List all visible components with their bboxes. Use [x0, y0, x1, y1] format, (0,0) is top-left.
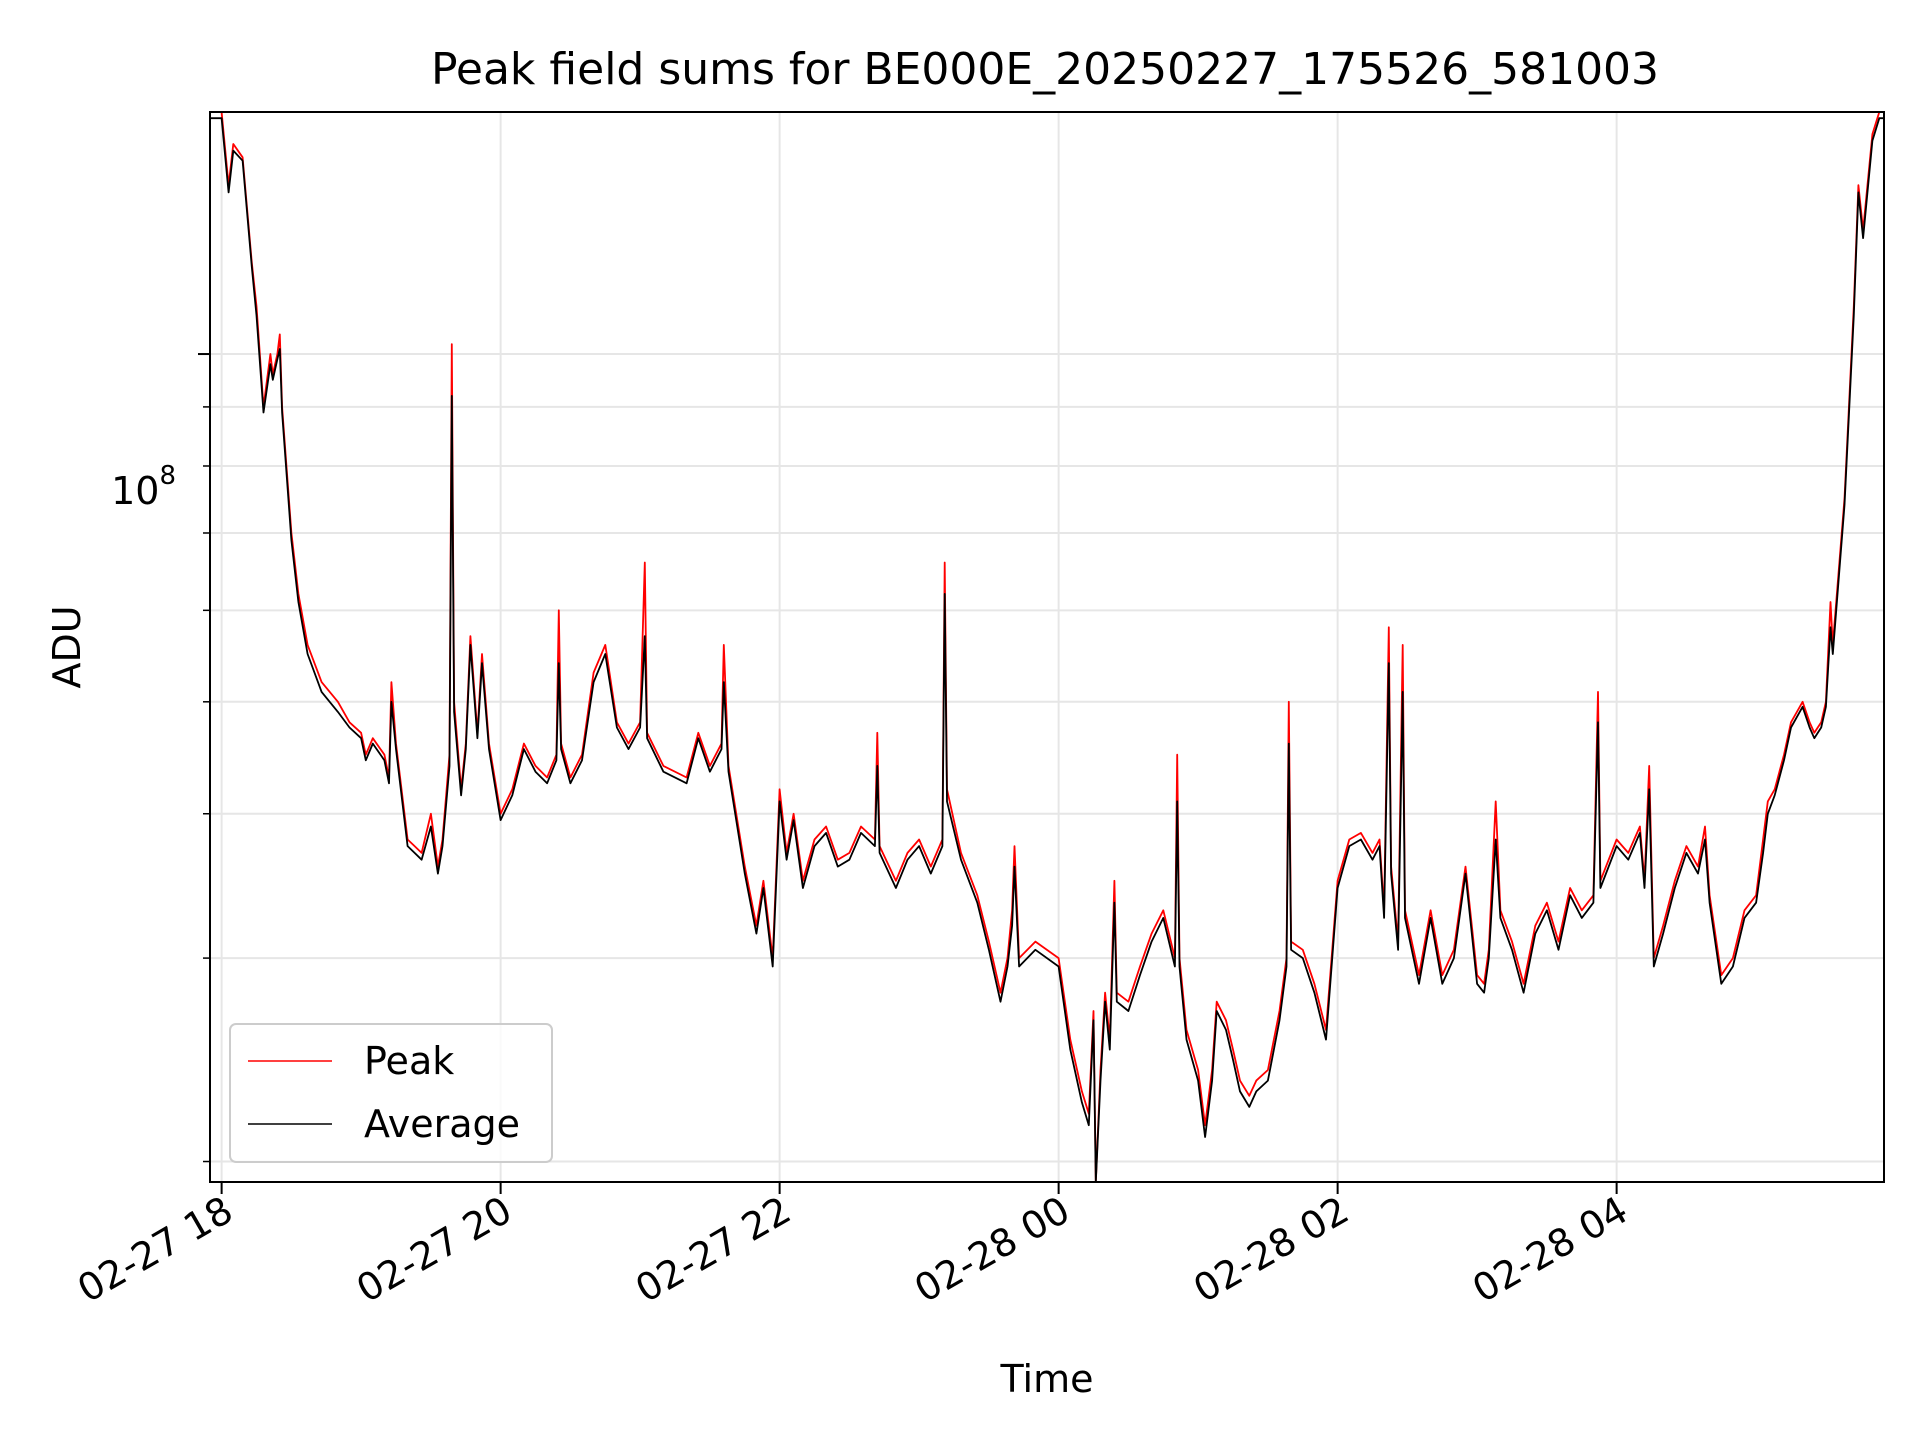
- x-axis-label: Time: [1000, 1357, 1094, 1401]
- chart-title: Peak field sums for BE000E_20250227_1755…: [431, 44, 1659, 95]
- plot-frame: [209, 111, 1885, 1183]
- legend-box: [229, 1023, 553, 1163]
- y-axis: 108: [111, 353, 210, 1163]
- series-line-peak: [210, 112, 1884, 1182]
- series-line-average: [210, 117, 1884, 1182]
- y-tick-exponent: 8: [159, 461, 176, 491]
- y-axis-label: ADU: [45, 605, 89, 688]
- legend: Peak Average: [229, 1023, 553, 1163]
- legend-average-label: Average: [364, 1102, 520, 1146]
- series-layer: [210, 112, 1884, 1182]
- legend-peak-label: Peak: [364, 1039, 454, 1083]
- y-tick-base: 10: [111, 469, 159, 513]
- y-tick-label-1e8: 108: [111, 461, 176, 513]
